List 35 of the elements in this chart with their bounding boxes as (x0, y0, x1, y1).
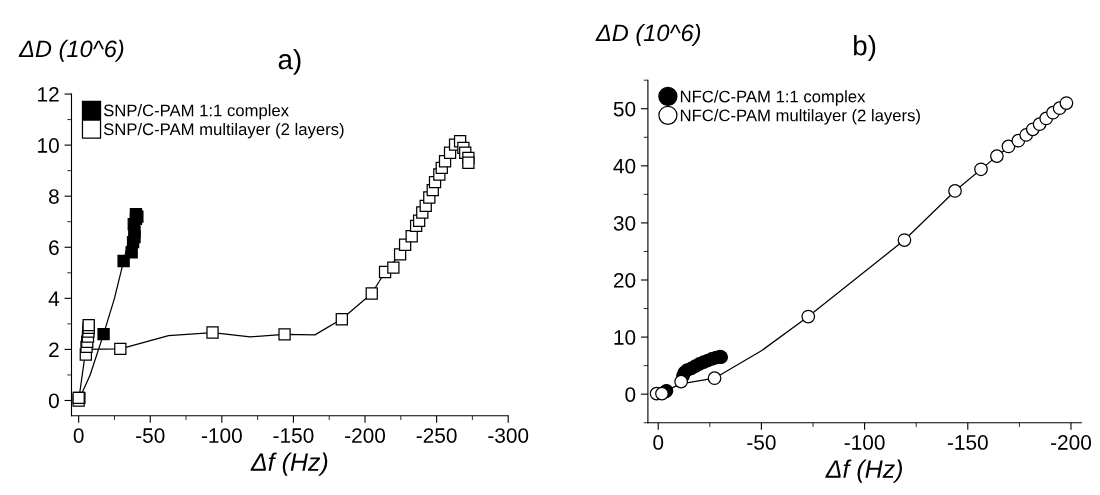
legend-label: SNP/C-PAM 1:1 complex (103, 104, 289, 120)
y-tick-label: 10 (38, 138, 59, 153)
x-tick-label: -200 (345, 428, 386, 443)
y-tick-label: 8 (49, 189, 59, 204)
x-tick-label: -300 (488, 428, 529, 443)
chart-title: a) (278, 48, 301, 75)
chart-title: b) (854, 35, 876, 61)
y-tick-label: 4 (48, 291, 60, 306)
y-tick-label: 30 (613, 215, 636, 231)
x-tick-label: -200 (1051, 435, 1092, 450)
y-axis-title: ΔD (10^6) (18, 39, 124, 62)
y-axis-title: ΔD (10^6) (595, 23, 701, 46)
x-tick-label: -250 (416, 428, 457, 443)
y-tick-label: 50 (613, 101, 636, 117)
x-axis-title: Δf (Hz) (250, 452, 328, 476)
y-tick-label: 40 (613, 158, 636, 174)
x-tick-label: -100 (201, 428, 242, 443)
x-tick-label: -150 (947, 435, 988, 450)
x-tick-label: -150 (273, 428, 314, 443)
x-tick-label: -100 (844, 435, 885, 450)
y-tick-label: 0 (48, 393, 59, 409)
legend-label: SNP/C-PAM multilayer (2 layers) (103, 122, 344, 139)
x-tick-label: -50 (747, 435, 776, 450)
y-tick-label: 6 (49, 240, 59, 256)
y-tick-label: 12 (38, 87, 59, 102)
x-tick-label: -50 (136, 428, 165, 443)
x-axis-title: Δf (Hz) (825, 459, 903, 483)
y-tick-label: 0 (625, 387, 636, 402)
legend-label: NFC/C-PAM 1:1 complex (680, 90, 866, 106)
x-tick-label: 0 (653, 435, 664, 450)
y-tick-label: 20 (613, 273, 636, 288)
legend-label: NFC/C-PAM multilayer (2 layers) (680, 109, 920, 125)
y-tick-label: 10 (614, 330, 636, 345)
x-tick-label: 0 (73, 428, 84, 443)
y-tick-label: 2 (49, 342, 59, 357)
